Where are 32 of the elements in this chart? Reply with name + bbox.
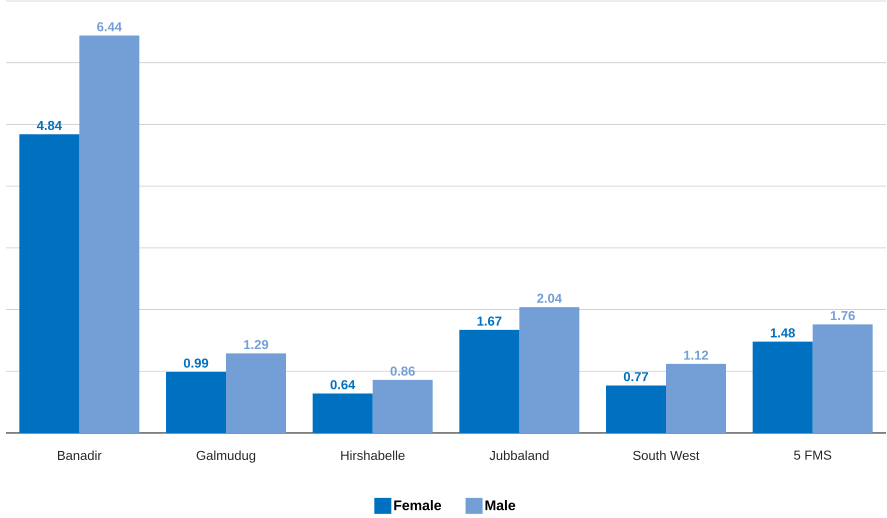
data-label: 0.86 [390, 366, 415, 376]
data-label: 1.48 [770, 328, 795, 338]
data-label: 1.76 [830, 310, 855, 320]
legend-label: Male [486, 500, 516, 510]
bar [666, 364, 726, 433]
bar [19, 134, 80, 433]
data-label: 0.77 [624, 372, 648, 382]
bar [372, 380, 433, 433]
bar [606, 385, 666, 433]
data-label: 2.04 [537, 294, 562, 303]
x-tick-label: Banadir [58, 450, 102, 460]
bar [166, 372, 226, 433]
x-tick-label: Jubbaland [490, 450, 548, 460]
x-tick-label: Hirshabelle [341, 450, 405, 460]
x-tick-label: South West [633, 450, 700, 460]
data-label: 1.67 [478, 316, 502, 326]
bar [812, 324, 873, 433]
bar [752, 342, 813, 433]
bar [79, 36, 140, 433]
data-label: 4.84 [36, 120, 62, 130]
bar [226, 353, 286, 433]
bar [312, 393, 373, 433]
data-label: 1.12 [684, 350, 708, 360]
bar [459, 330, 520, 433]
data-label: 6.44 [97, 22, 122, 32]
data-label: 0.64 [330, 380, 356, 390]
x-tick-label: 5 FMS [794, 450, 832, 460]
bar [519, 307, 580, 433]
legend-label: Female [394, 500, 442, 510]
x-tick-label: Galmudug [196, 450, 256, 463]
data-label: 1.29 [244, 340, 268, 350]
data-label: 0.99 [184, 358, 208, 368]
